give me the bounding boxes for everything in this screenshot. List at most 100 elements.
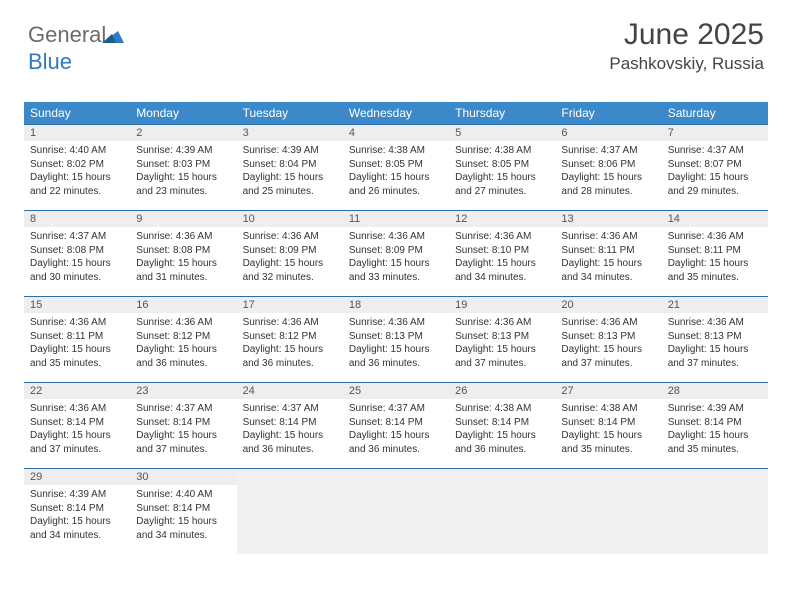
daylight-text: Daylight: 15 hours and 35 minutes.: [30, 343, 124, 370]
day-body: Sunrise: 4:36 AMSunset: 8:11 PMDaylight:…: [555, 227, 661, 288]
daylight-text: Daylight: 15 hours and 34 minutes.: [455, 257, 549, 284]
day-body: Sunrise: 4:37 AMSunset: 8:06 PMDaylight:…: [555, 141, 661, 202]
day-body: Sunrise: 4:37 AMSunset: 8:07 PMDaylight:…: [662, 141, 768, 202]
day-body: Sunrise: 4:39 AMSunset: 8:14 PMDaylight:…: [24, 485, 130, 546]
days-of-week-row: SundayMondayTuesdayWednesdayThursdayFrid…: [24, 102, 768, 124]
sunrise-text: Sunrise: 4:36 AM: [243, 230, 337, 244]
daylight-text: Daylight: 15 hours and 36 minutes.: [349, 429, 443, 456]
sunset-text: Sunset: 8:08 PM: [30, 244, 124, 258]
day-body: Sunrise: 4:36 AMSunset: 8:11 PMDaylight:…: [662, 227, 768, 288]
day-cell: 20Sunrise: 4:36 AMSunset: 8:13 PMDayligh…: [555, 297, 661, 382]
logo-text-gray: General: [28, 22, 106, 47]
day-number: 6: [555, 125, 661, 141]
day-number: 15: [24, 297, 130, 313]
day-cell: 8Sunrise: 4:37 AMSunset: 8:08 PMDaylight…: [24, 211, 130, 296]
dow-cell: Saturday: [662, 102, 768, 124]
day-cell: 22Sunrise: 4:36 AMSunset: 8:14 PMDayligh…: [24, 383, 130, 468]
sunset-text: Sunset: 8:13 PM: [668, 330, 762, 344]
day-number: 18: [343, 297, 449, 313]
sunrise-text: Sunrise: 4:36 AM: [30, 316, 124, 330]
day-body: Sunrise: 4:36 AMSunset: 8:09 PMDaylight:…: [237, 227, 343, 288]
week-row: 29Sunrise: 4:39 AMSunset: 8:14 PMDayligh…: [24, 468, 768, 554]
day-body: Sunrise: 4:39 AMSunset: 8:04 PMDaylight:…: [237, 141, 343, 202]
sunset-text: Sunset: 8:14 PM: [136, 502, 230, 516]
day-body: Sunrise: 4:36 AMSunset: 8:12 PMDaylight:…: [237, 313, 343, 374]
day-cell: 30Sunrise: 4:40 AMSunset: 8:14 PMDayligh…: [130, 469, 236, 554]
sunset-text: Sunset: 8:14 PM: [30, 416, 124, 430]
sunset-text: Sunset: 8:10 PM: [455, 244, 549, 258]
day-number: 19: [449, 297, 555, 313]
day-body: Sunrise: 4:36 AMSunset: 8:09 PMDaylight:…: [343, 227, 449, 288]
day-body: Sunrise: 4:37 AMSunset: 8:14 PMDaylight:…: [130, 399, 236, 460]
day-cell: 18Sunrise: 4:36 AMSunset: 8:13 PMDayligh…: [343, 297, 449, 382]
week-row: 22Sunrise: 4:36 AMSunset: 8:14 PMDayligh…: [24, 382, 768, 468]
day-body: Sunrise: 4:36 AMSunset: 8:14 PMDaylight:…: [24, 399, 130, 460]
day-number: 12: [449, 211, 555, 227]
sunset-text: Sunset: 8:09 PM: [243, 244, 337, 258]
sunset-text: Sunset: 8:14 PM: [668, 416, 762, 430]
sunrise-text: Sunrise: 4:38 AM: [455, 144, 549, 158]
sunrise-text: Sunrise: 4:38 AM: [561, 402, 655, 416]
dow-cell: Wednesday: [343, 102, 449, 124]
logo: General Blue: [28, 22, 124, 75]
daylight-text: Daylight: 15 hours and 35 minutes.: [561, 429, 655, 456]
sunrise-text: Sunrise: 4:40 AM: [136, 488, 230, 502]
sunrise-text: Sunrise: 4:36 AM: [349, 316, 443, 330]
day-number: 8: [24, 211, 130, 227]
day-cell: 5Sunrise: 4:38 AMSunset: 8:05 PMDaylight…: [449, 125, 555, 210]
day-number: 10: [237, 211, 343, 227]
day-cell: 29Sunrise: 4:39 AMSunset: 8:14 PMDayligh…: [24, 469, 130, 554]
sunset-text: Sunset: 8:13 PM: [455, 330, 549, 344]
day-number: 13: [555, 211, 661, 227]
day-number: 17: [237, 297, 343, 313]
day-number: 3: [237, 125, 343, 141]
sunset-text: Sunset: 8:13 PM: [561, 330, 655, 344]
daylight-text: Daylight: 15 hours and 32 minutes.: [243, 257, 337, 284]
sunset-text: Sunset: 8:05 PM: [455, 158, 549, 172]
sunrise-text: Sunrise: 4:39 AM: [243, 144, 337, 158]
daylight-text: Daylight: 15 hours and 34 minutes.: [561, 257, 655, 284]
sunrise-text: Sunrise: 4:39 AM: [136, 144, 230, 158]
sunset-text: Sunset: 8:14 PM: [136, 416, 230, 430]
day-cell: 19Sunrise: 4:36 AMSunset: 8:13 PMDayligh…: [449, 297, 555, 382]
day-cell: 7Sunrise: 4:37 AMSunset: 8:07 PMDaylight…: [662, 125, 768, 210]
sunrise-text: Sunrise: 4:38 AM: [455, 402, 549, 416]
day-cell: 27Sunrise: 4:38 AMSunset: 8:14 PMDayligh…: [555, 383, 661, 468]
sunset-text: Sunset: 8:14 PM: [561, 416, 655, 430]
day-cell: [343, 469, 449, 554]
sunrise-text: Sunrise: 4:40 AM: [30, 144, 124, 158]
daylight-text: Daylight: 15 hours and 37 minutes.: [136, 429, 230, 456]
day-cell: 23Sunrise: 4:37 AMSunset: 8:14 PMDayligh…: [130, 383, 236, 468]
daylight-text: Daylight: 15 hours and 36 minutes.: [243, 343, 337, 370]
daylight-text: Daylight: 15 hours and 34 minutes.: [30, 515, 124, 542]
sunrise-text: Sunrise: 4:36 AM: [455, 230, 549, 244]
day-number: 16: [130, 297, 236, 313]
day-cell: 2Sunrise: 4:39 AMSunset: 8:03 PMDaylight…: [130, 125, 236, 210]
day-number: 20: [555, 297, 661, 313]
week-row: 15Sunrise: 4:36 AMSunset: 8:11 PMDayligh…: [24, 296, 768, 382]
dow-cell: Monday: [130, 102, 236, 124]
sunset-text: Sunset: 8:02 PM: [30, 158, 124, 172]
sunrise-text: Sunrise: 4:38 AM: [349, 144, 443, 158]
daylight-text: Daylight: 15 hours and 23 minutes.: [136, 171, 230, 198]
day-cell: 11Sunrise: 4:36 AMSunset: 8:09 PMDayligh…: [343, 211, 449, 296]
day-cell: 1Sunrise: 4:40 AMSunset: 8:02 PMDaylight…: [24, 125, 130, 210]
sunrise-text: Sunrise: 4:36 AM: [668, 316, 762, 330]
week-row: 8Sunrise: 4:37 AMSunset: 8:08 PMDaylight…: [24, 210, 768, 296]
sunset-text: Sunset: 8:11 PM: [30, 330, 124, 344]
sunrise-text: Sunrise: 4:37 AM: [30, 230, 124, 244]
day-number: 28: [662, 383, 768, 399]
day-body: Sunrise: 4:36 AMSunset: 8:08 PMDaylight:…: [130, 227, 236, 288]
day-cell: 16Sunrise: 4:36 AMSunset: 8:12 PMDayligh…: [130, 297, 236, 382]
day-number: 29: [24, 469, 130, 485]
sunset-text: Sunset: 8:07 PM: [668, 158, 762, 172]
day-cell: 3Sunrise: 4:39 AMSunset: 8:04 PMDaylight…: [237, 125, 343, 210]
day-cell: 6Sunrise: 4:37 AMSunset: 8:06 PMDaylight…: [555, 125, 661, 210]
day-number: 7: [662, 125, 768, 141]
day-body: Sunrise: 4:36 AMSunset: 8:13 PMDaylight:…: [555, 313, 661, 374]
day-cell: 9Sunrise: 4:36 AMSunset: 8:08 PMDaylight…: [130, 211, 236, 296]
sunrise-text: Sunrise: 4:36 AM: [561, 230, 655, 244]
day-body: Sunrise: 4:37 AMSunset: 8:08 PMDaylight:…: [24, 227, 130, 288]
day-number: 1: [24, 125, 130, 141]
sunset-text: Sunset: 8:08 PM: [136, 244, 230, 258]
